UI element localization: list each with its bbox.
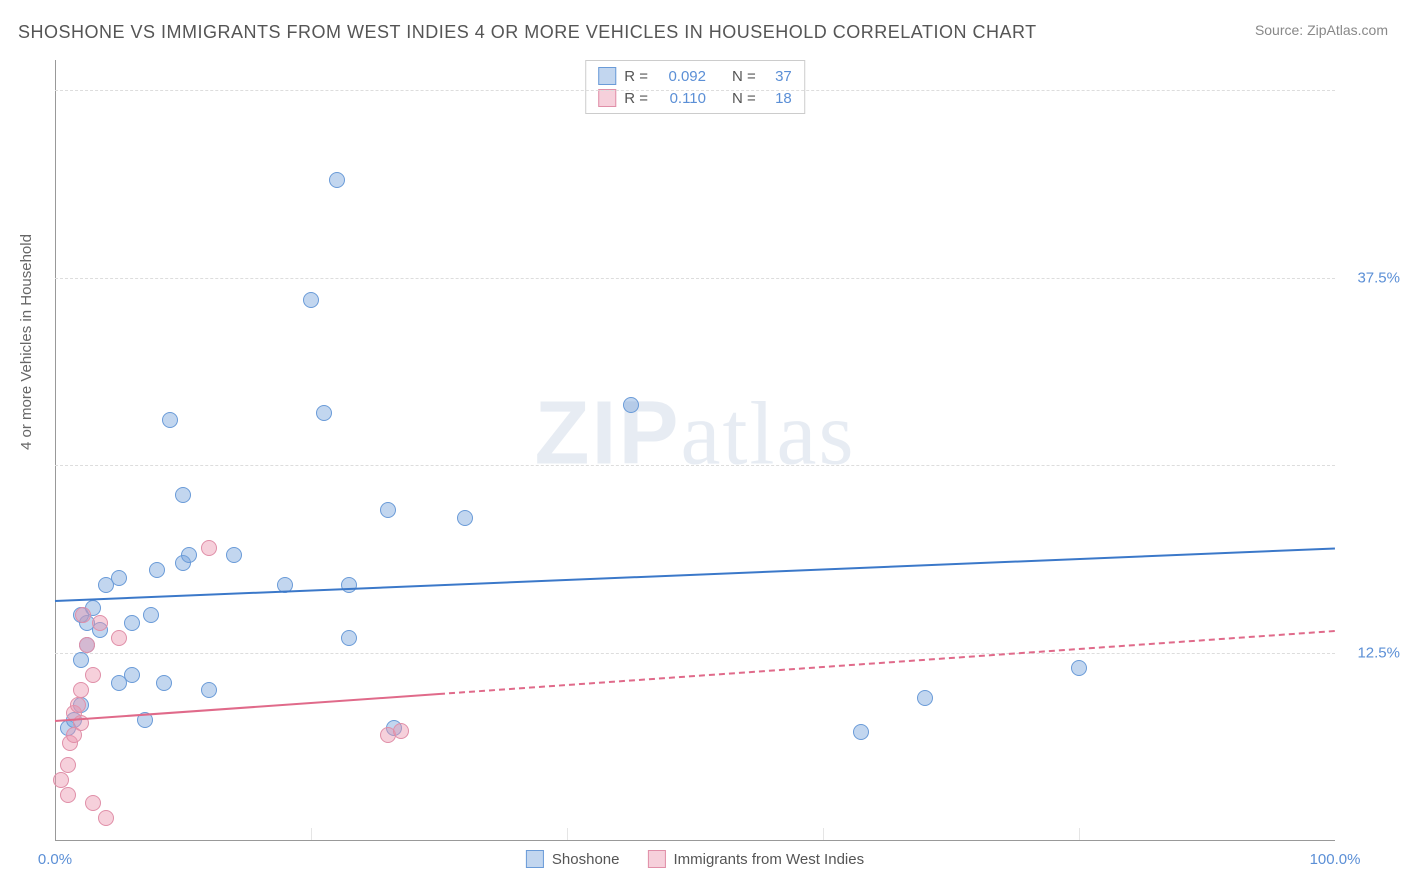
data-point — [181, 547, 197, 563]
legend-r-value: 0.110 — [656, 90, 706, 107]
legend-n-label: N = — [732, 68, 756, 85]
data-point — [73, 652, 89, 668]
x-axis-line — [55, 840, 1335, 841]
data-point — [1071, 660, 1087, 676]
data-point — [341, 577, 357, 593]
watermark-atlas: atlas — [681, 385, 856, 484]
data-point — [60, 757, 76, 773]
x-tick-label: 100.0% — [1310, 851, 1361, 868]
data-point — [73, 682, 89, 698]
data-point — [329, 172, 345, 188]
data-point — [70, 697, 86, 713]
data-point — [341, 630, 357, 646]
legend-series-item: Immigrants from West Indies — [647, 850, 864, 868]
legend-swatch — [598, 89, 616, 107]
gridline-v — [823, 828, 824, 840]
data-point — [60, 787, 76, 803]
data-point — [162, 412, 178, 428]
data-point — [917, 690, 933, 706]
data-point — [201, 540, 217, 556]
data-point — [92, 615, 108, 631]
data-point — [124, 615, 140, 631]
trend-line — [55, 693, 439, 722]
legend-n-value: 37 — [764, 68, 792, 85]
gridline-h — [55, 90, 1335, 91]
data-point — [85, 667, 101, 683]
legend-swatch — [598, 67, 616, 85]
y-tick-label: 37.5% — [1357, 269, 1400, 286]
data-point — [316, 405, 332, 421]
data-point — [201, 682, 217, 698]
trend-line — [55, 548, 1335, 602]
data-point — [111, 570, 127, 586]
data-point — [623, 397, 639, 413]
data-point — [393, 723, 409, 739]
legend-stat-row: R = 0.092 N = 37 — [598, 65, 792, 87]
legend-correlation: R = 0.092 N = 37 R = 0.110 N = 18 — [585, 60, 805, 114]
data-point — [303, 292, 319, 308]
x-tick-label: 0.0% — [38, 851, 72, 868]
data-point — [175, 487, 191, 503]
data-point — [98, 810, 114, 826]
data-point — [75, 607, 91, 623]
chart-title: SHOSHONE VS IMMIGRANTS FROM WEST INDIES … — [18, 22, 1037, 43]
legend-swatch — [526, 850, 544, 868]
legend-series-name: Immigrants from West Indies — [673, 851, 864, 868]
trend-line — [439, 630, 1335, 695]
legend-n-label: N = — [732, 90, 756, 107]
y-axis-label: 4 or more Vehicles in Household — [18, 234, 35, 450]
legend-r-value: 0.092 — [656, 68, 706, 85]
data-point — [156, 675, 172, 691]
data-point — [124, 667, 140, 683]
chart-plot-area: ZIPatlas R =0.092N =37R =0.110N =18 Shos… — [55, 60, 1335, 840]
legend-n-value: 18 — [764, 90, 792, 107]
gridline-h — [55, 653, 1335, 654]
legend-series-item: Shoshone — [526, 850, 620, 868]
data-point — [149, 562, 165, 578]
legend-r-label: R = — [624, 68, 648, 85]
data-point — [226, 547, 242, 563]
source-label: Source: ZipAtlas.com — [1255, 22, 1388, 38]
data-point — [380, 502, 396, 518]
gridline-h — [55, 278, 1335, 279]
legend-r-label: R = — [624, 90, 648, 107]
data-point — [53, 772, 69, 788]
gridline-v — [311, 828, 312, 840]
data-point — [853, 724, 869, 740]
data-point — [79, 637, 95, 653]
gridline-h — [55, 465, 1335, 466]
legend-series: Shoshone Immigrants from West Indies — [526, 850, 864, 868]
gridline-v — [567, 828, 568, 840]
data-point — [143, 607, 159, 623]
legend-series-name: Shoshone — [552, 851, 620, 868]
y-tick-label: 12.5% — [1357, 644, 1400, 661]
data-point — [111, 630, 127, 646]
legend-swatch — [647, 850, 665, 868]
data-point — [457, 510, 473, 526]
watermark-zip: ZIP — [535, 384, 681, 484]
watermark: ZIPatlas — [535, 383, 856, 486]
gridline-v — [1079, 828, 1080, 840]
data-point — [85, 795, 101, 811]
y-axis-line — [55, 60, 56, 840]
